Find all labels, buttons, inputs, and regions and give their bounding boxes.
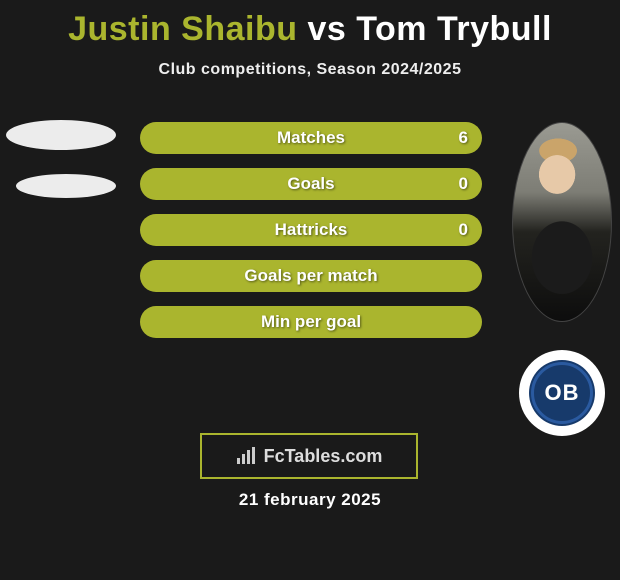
stat-value-right: 0 xyxy=(459,174,468,194)
stat-row-matches: Matches 6 xyxy=(140,122,482,154)
stats-panel: Matches 6 Goals 0 Hattricks 0 Goals per … xyxy=(140,122,482,352)
stat-row-hattricks: Hattricks 0 xyxy=(140,214,482,246)
brand-text: FcTables.com xyxy=(264,446,383,467)
stat-row-goals: Goals 0 xyxy=(140,168,482,200)
subtitle: Club competitions, Season 2024/2025 xyxy=(0,61,620,79)
stat-value-right: 0 xyxy=(459,220,468,240)
stat-label: Min per goal xyxy=(261,312,361,332)
player2-photo xyxy=(512,122,612,322)
page-title: Justin Shaibu vs Tom Trybull xyxy=(0,0,620,49)
player2-club-badge: OB xyxy=(519,350,605,436)
club-badge-text: OB xyxy=(529,360,595,426)
stat-row-min-per-goal: Min per goal xyxy=(140,306,482,338)
stat-label: Goals xyxy=(287,174,334,194)
brand-box[interactable]: FcTables.com xyxy=(200,433,418,479)
player1-photo-placeholder xyxy=(6,120,116,150)
vs-text: vs xyxy=(307,10,346,48)
player1-club-placeholder xyxy=(16,174,116,198)
player2-column: OB xyxy=(512,122,612,436)
date-text: 21 february 2025 xyxy=(0,490,620,510)
stat-label: Goals per match xyxy=(244,266,377,286)
player1-placeholders xyxy=(6,120,116,222)
brand-chart-icon xyxy=(236,447,258,465)
player2-name: Tom Trybull xyxy=(356,10,552,48)
stat-label: Hattricks xyxy=(275,220,348,240)
stat-row-goals-per-match: Goals per match xyxy=(140,260,482,292)
player1-name: Justin Shaibu xyxy=(68,10,297,48)
stat-label: Matches xyxy=(277,128,345,148)
stat-value-right: 6 xyxy=(459,128,468,148)
